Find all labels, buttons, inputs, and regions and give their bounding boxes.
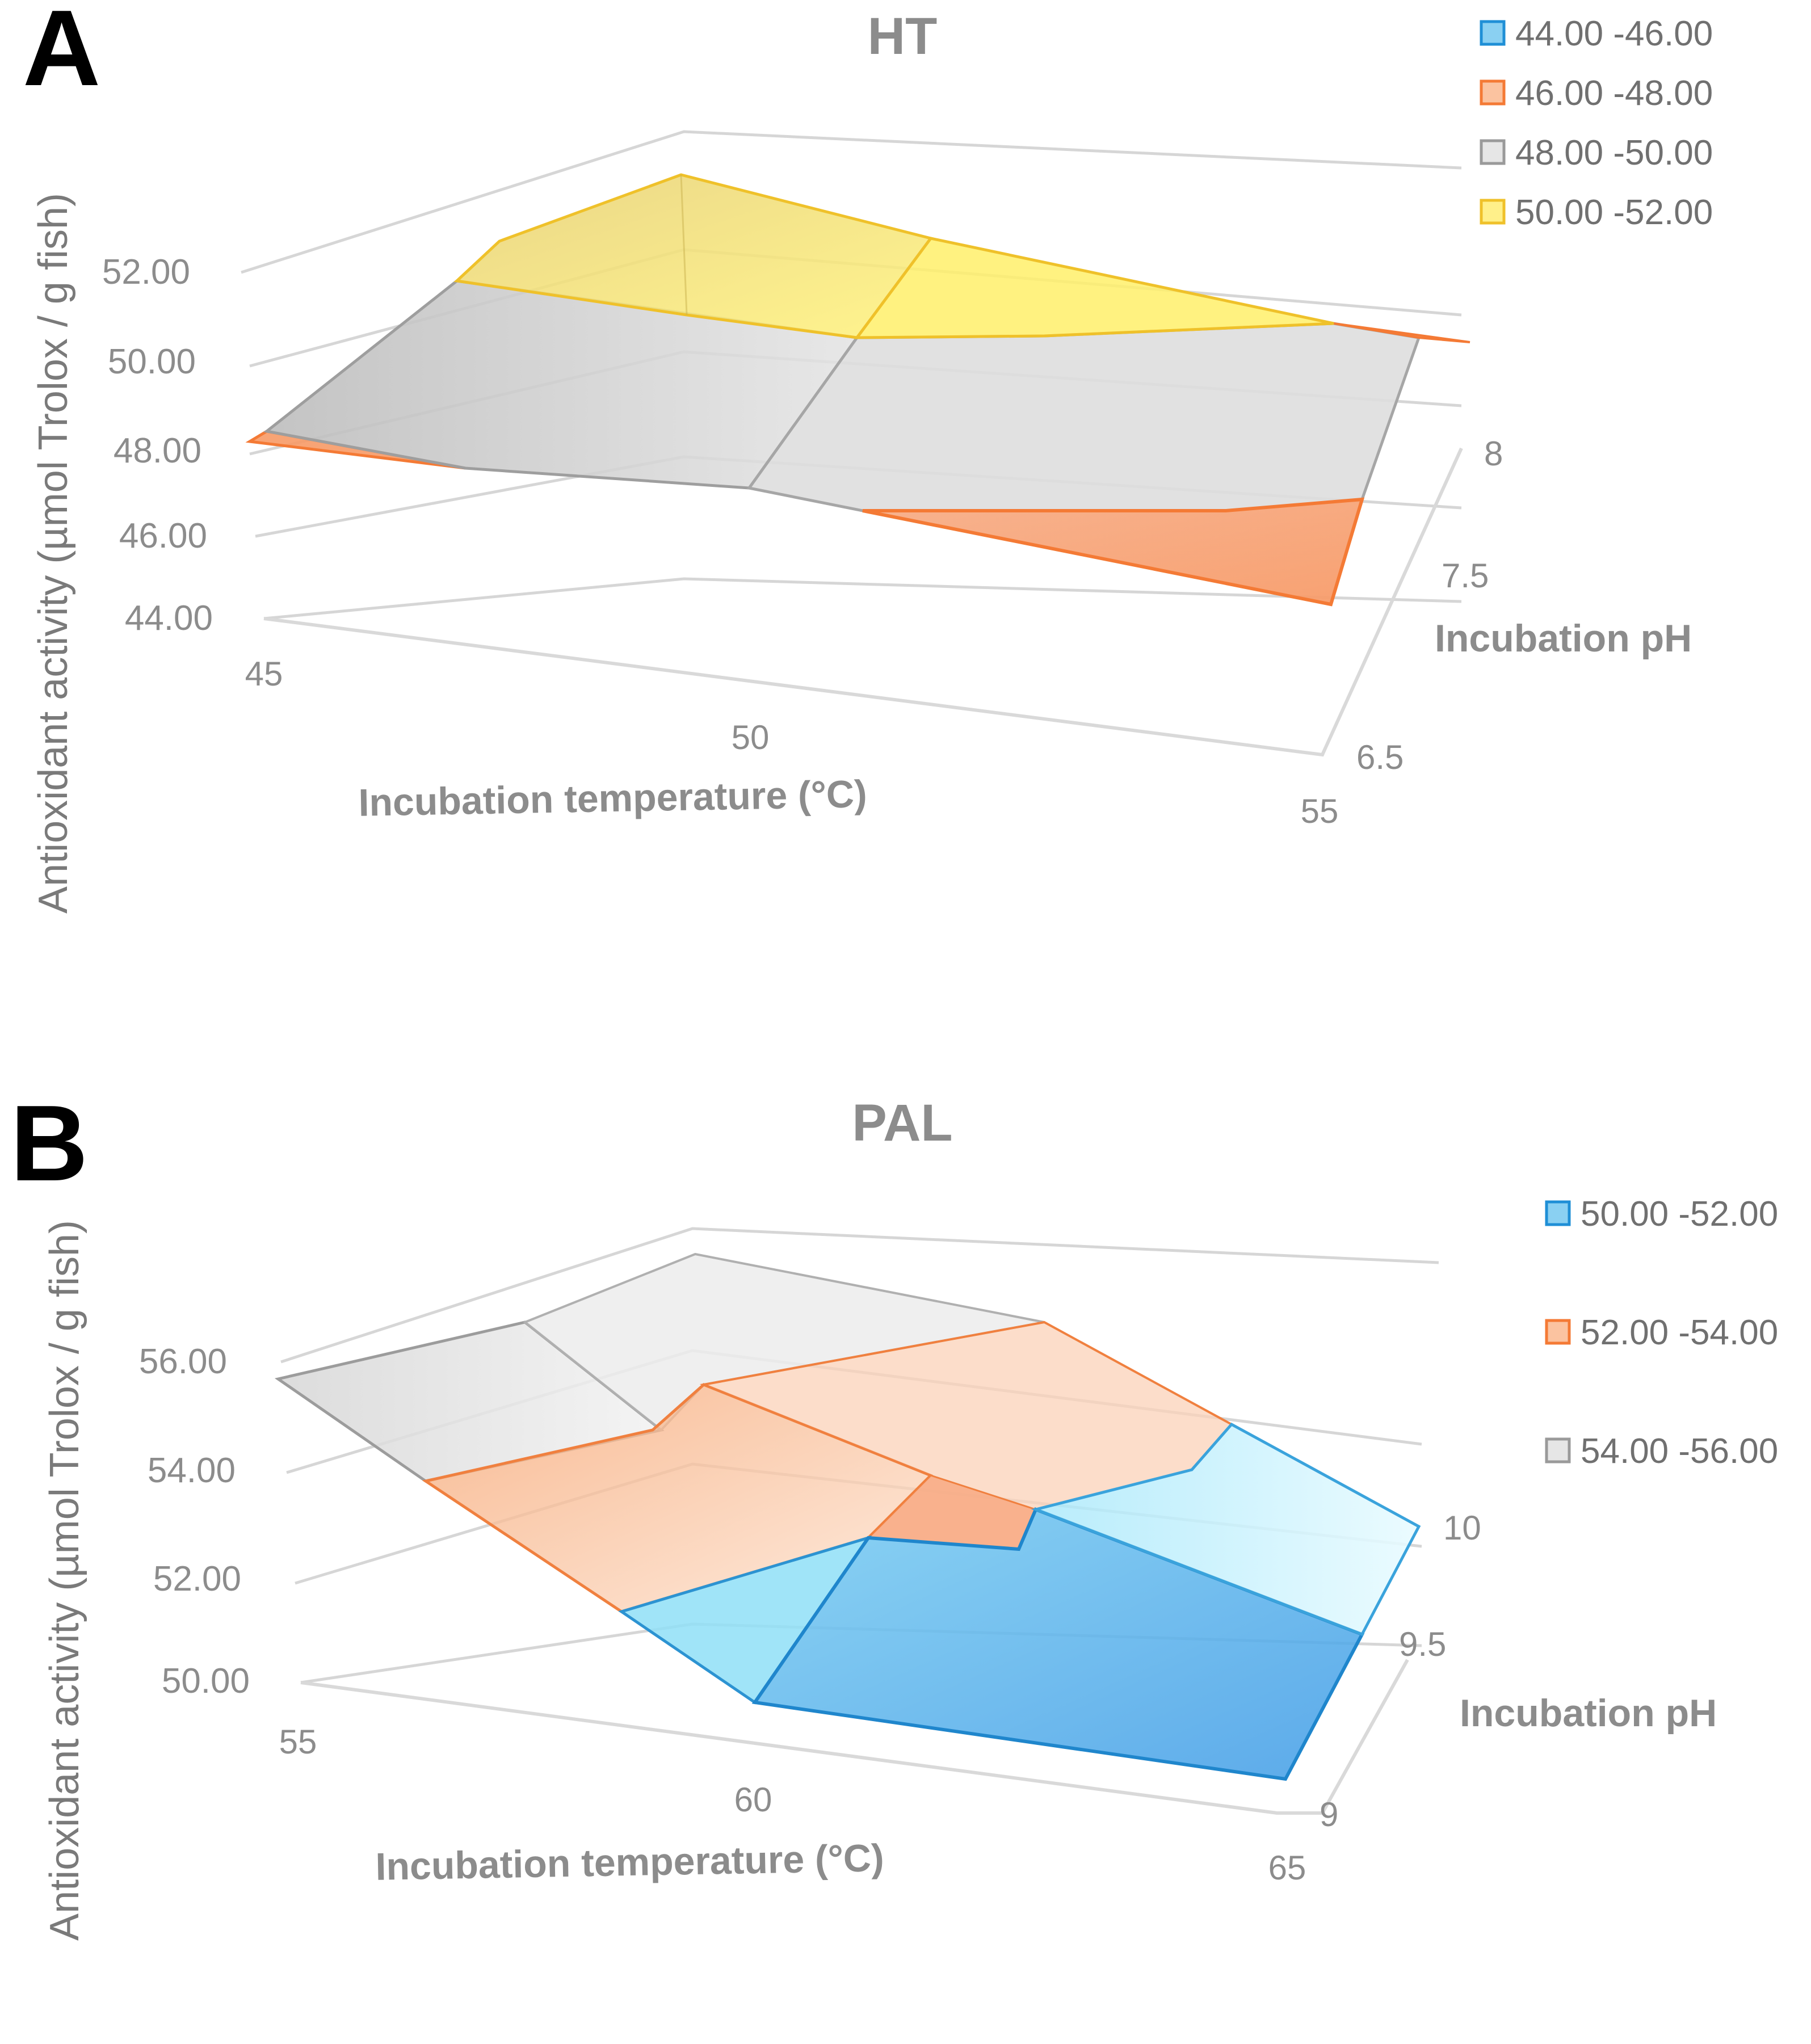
chart-b-x-tick-60: 60 [734, 1781, 772, 1819]
chart-b-z-tick-54: 54.00 [148, 1451, 236, 1490]
chart-a-face-orange-far [1333, 322, 1470, 343]
panel-a-letter: A [23, 0, 100, 108]
chart-b-legend-item-3: 54.00 -56.00 [1545, 1432, 1778, 1471]
chart-b-title: PAL [852, 1094, 952, 1152]
panel-b: B PAL 50.00 52.00 54.00 56.00 [10, 1083, 1778, 1941]
chart-a-z-tick-52: 52.00 [102, 253, 190, 292]
chart-a-y-title: Incubation pH [1435, 617, 1692, 660]
chart-a-face-orange-right [862, 497, 1365, 607]
chart-b-x-title: Incubation temperature (°C) [375, 1836, 884, 1889]
chart-a-x-tick-55: 55 [1301, 792, 1339, 830]
chart-a-legend: 44.00 -46.00 46.00 -48.00 48.00 -50.00 5… [1480, 14, 1713, 232]
chart-a-x-tick-50: 50 [732, 718, 770, 756]
chart-b-legend: 50.00 -52.00 52.00 -54.00 54.00 -56.00 [1545, 1195, 1778, 1471]
chart-a-legend-item-3: 48.00 -50.00 [1480, 133, 1713, 173]
chart-a-z-tick-44: 44.00 [125, 599, 213, 638]
chart-a-legend-label-4: 50.00 -52.00 [1515, 193, 1713, 232]
chart-b-floor [300, 1659, 1409, 1815]
chart-a-surface [245, 173, 1470, 607]
chart-b-x-tick-55: 55 [279, 1723, 317, 1761]
chart-a-floor [263, 447, 1463, 757]
panel-a: A HT 44.00 46.00 48.00 50.00 [23, 0, 1713, 914]
chart-b-legend-item-1: 50.00 -52.00 [1545, 1195, 1778, 1234]
chart-a-y-tick-75: 7.5 [1442, 557, 1489, 595]
chart-a-legend-label-3: 48.00 -50.00 [1515, 133, 1713, 173]
chart-a-z-title: Antioxidant activity (µmol Trolox / g fi… [31, 193, 76, 914]
chart-b-z-tick-52: 52.00 [153, 1559, 241, 1599]
chart-b-y-title: Incubation pH [1460, 1692, 1717, 1735]
chart-a-legend-swatch-2 [1480, 79, 1506, 106]
chart-a-z-tick-50: 50.00 [108, 342, 196, 381]
chart-a-y-tick-8: 8 [1484, 435, 1503, 473]
chart-a-z-tick-48: 48.00 [114, 431, 201, 470]
chart-b-z-tick-50: 50.00 [162, 1662, 250, 1701]
chart-b-z-title: Antioxidant activity (µmol Trolox / g fi… [42, 1220, 87, 1941]
chart-b-legend-label-3: 54.00 -56.00 [1581, 1432, 1778, 1471]
chart-b-face-cyan-right [1031, 1422, 1421, 1637]
chart-a-title: HT [868, 7, 938, 65]
chart-b-legend-item-2: 52.00 -54.00 [1545, 1313, 1778, 1352]
chart-b-legend-swatch-2 [1545, 1319, 1571, 1345]
chart-a-z-ticks: 44.00 46.00 48.00 50.00 52.00 [102, 253, 213, 638]
chart-b-legend-swatch-3 [1545, 1437, 1571, 1463]
chart-a-legend-swatch-1 [1480, 20, 1506, 46]
chart-b-y-tick-9: 9 [1320, 1795, 1338, 1833]
chart-a-x-title: Incubation temperature (°C) [358, 772, 867, 825]
chart-b-legend-label-1: 50.00 -52.00 [1581, 1195, 1778, 1234]
chart-b-surface [274, 1252, 1421, 1781]
chart-a-legend-item-4: 50.00 -52.00 [1480, 193, 1713, 232]
panel-b-letter: B [10, 1083, 88, 1204]
chart-a-legend-swatch-3 [1480, 139, 1506, 165]
chart-b-legend-swatch-1 [1545, 1200, 1571, 1226]
chart-a-z-tick-46: 46.00 [119, 516, 207, 556]
chart-a-legend-swatch-4 [1480, 199, 1506, 225]
chart-a-mesh-line [680, 174, 688, 316]
chart-b-y-tick-95: 9.5 [1399, 1625, 1446, 1663]
chart-b-z-tick-56: 56.00 [139, 1342, 227, 1381]
chart-a-x-tick-45: 45 [245, 655, 283, 693]
chart-a-gridline-44 [263, 577, 1462, 620]
chart-b-gridline-56 [280, 1227, 1439, 1364]
chart-b-y-tick-10: 10 [1443, 1509, 1481, 1547]
chart-a-gridline-52 [241, 130, 1462, 274]
chart-a-legend-item-1: 44.00 -46.00 [1480, 14, 1713, 53]
chart-a-face-grey-right [746, 322, 1421, 512]
chart-a-y-tick-65: 6.5 [1356, 738, 1404, 776]
chart-a-face-yellow-right [854, 237, 1334, 339]
chart-a-legend-label-2: 46.00 -48.00 [1515, 74, 1713, 113]
chart-b-x-tick-65: 65 [1268, 1849, 1306, 1887]
chart-b-z-ticks: 50.00 52.00 54.00 56.00 [139, 1342, 250, 1701]
chart-a-legend-item-2: 46.00 -48.00 [1480, 74, 1713, 113]
chart-a-legend-label-1: 44.00 -46.00 [1515, 14, 1713, 53]
chart-b-legend-label-2: 52.00 -54.00 [1581, 1313, 1778, 1352]
